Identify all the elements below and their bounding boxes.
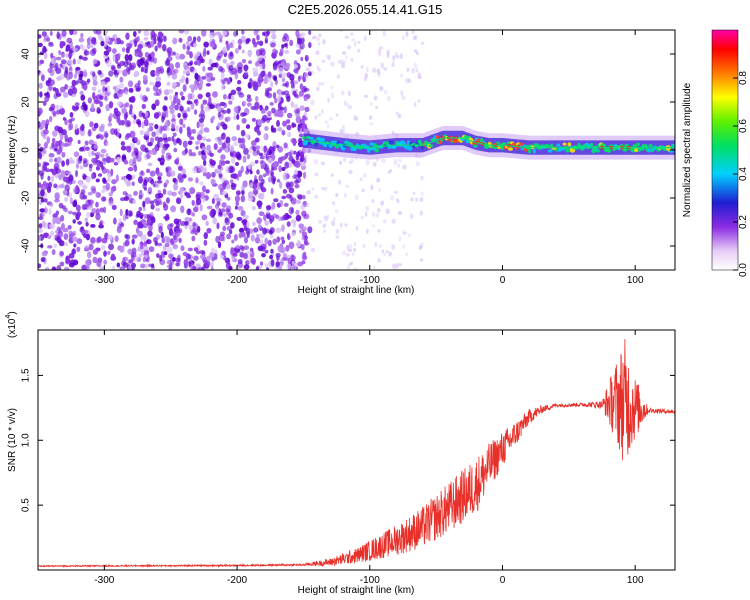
spectrogram-y-axis-label: Frequency (Hz) (7, 116, 18, 185)
snr-scale-prefix: (x10 (7, 318, 18, 338)
colorbar-label: Normalized spectral amplitude (682, 82, 693, 217)
y-tick-label: 1.0 (21, 433, 32, 447)
x-tick-label: 100 (627, 275, 644, 286)
y-tick-label: 0 (21, 147, 32, 153)
colorbar-tick-label: 0.2 (738, 215, 749, 229)
colorbar-tick-label: 0.6 (738, 119, 749, 133)
snr-y-ticks: 0.5 1.0 1.5 (21, 368, 675, 512)
x-tick-label: -100 (360, 275, 380, 286)
y-tick-label: 1.5 (21, 368, 32, 382)
snr-scale-exponent: 4 (5, 315, 12, 319)
snr-x-axis-label: Height of straight line (km) (298, 585, 415, 596)
y-tick-label: -20 (21, 190, 32, 205)
chart-title: C2E5.2026.055.14.41.G15 (288, 2, 443, 17)
colorbar: 0.0 0.2 0.4 0.6 0.8 Normalized spectral ampl… (682, 29, 749, 277)
x-tick-label: -100 (360, 575, 380, 586)
snr-frame (37, 329, 676, 571)
snr-y-scale-label: (x104) (5, 311, 18, 338)
spectrogram-x-ticks: -300 -200 -100 0 100 (94, 30, 644, 286)
spectrogram-x-axis-label: Height of straight line (km) (298, 285, 415, 296)
y-tick-label: 40 (21, 48, 32, 60)
x-tick-label: 0 (500, 575, 506, 586)
colorbar-gradient (711, 29, 739, 271)
colorbar-tick-label: 0.8 (738, 71, 749, 85)
y-tick-label: 0.5 (21, 498, 32, 512)
x-tick-label: 100 (627, 575, 644, 586)
snr-series-line (38, 339, 675, 569)
snr-y-axis-label: SNR (10 * v/v) (7, 408, 18, 472)
snr-background (38, 330, 675, 570)
x-tick-label: 0 (500, 275, 506, 286)
y-tick-label: 20 (21, 96, 32, 108)
y-tick-label: -40 (21, 238, 32, 253)
spectrogram-y-ticks: -40 -20 0 20 40 (21, 48, 675, 253)
colorbar-tick-label: 0.0 (738, 263, 749, 277)
snr-panel: -300 -200 -100 0 100 0.5 1.0 1.5 Height of str… (5, 311, 676, 596)
spectrogram-signal (301, 126, 675, 160)
x-tick-label: -300 (94, 575, 114, 586)
colorbar-tick-label: 0.4 (738, 167, 749, 181)
snr-x-ticks: -300 -200 -100 0 100 (94, 330, 644, 586)
snr-scale-suffix: ) (7, 311, 18, 314)
svg-text:(x104): (x104) (5, 311, 18, 338)
x-tick-label: -200 (227, 275, 247, 286)
x-tick-label: -300 (94, 275, 114, 286)
colorbar-ticks: 0.0 0.2 0.4 0.6 0.8 (733, 71, 749, 277)
x-tick-label: -200 (227, 575, 247, 586)
